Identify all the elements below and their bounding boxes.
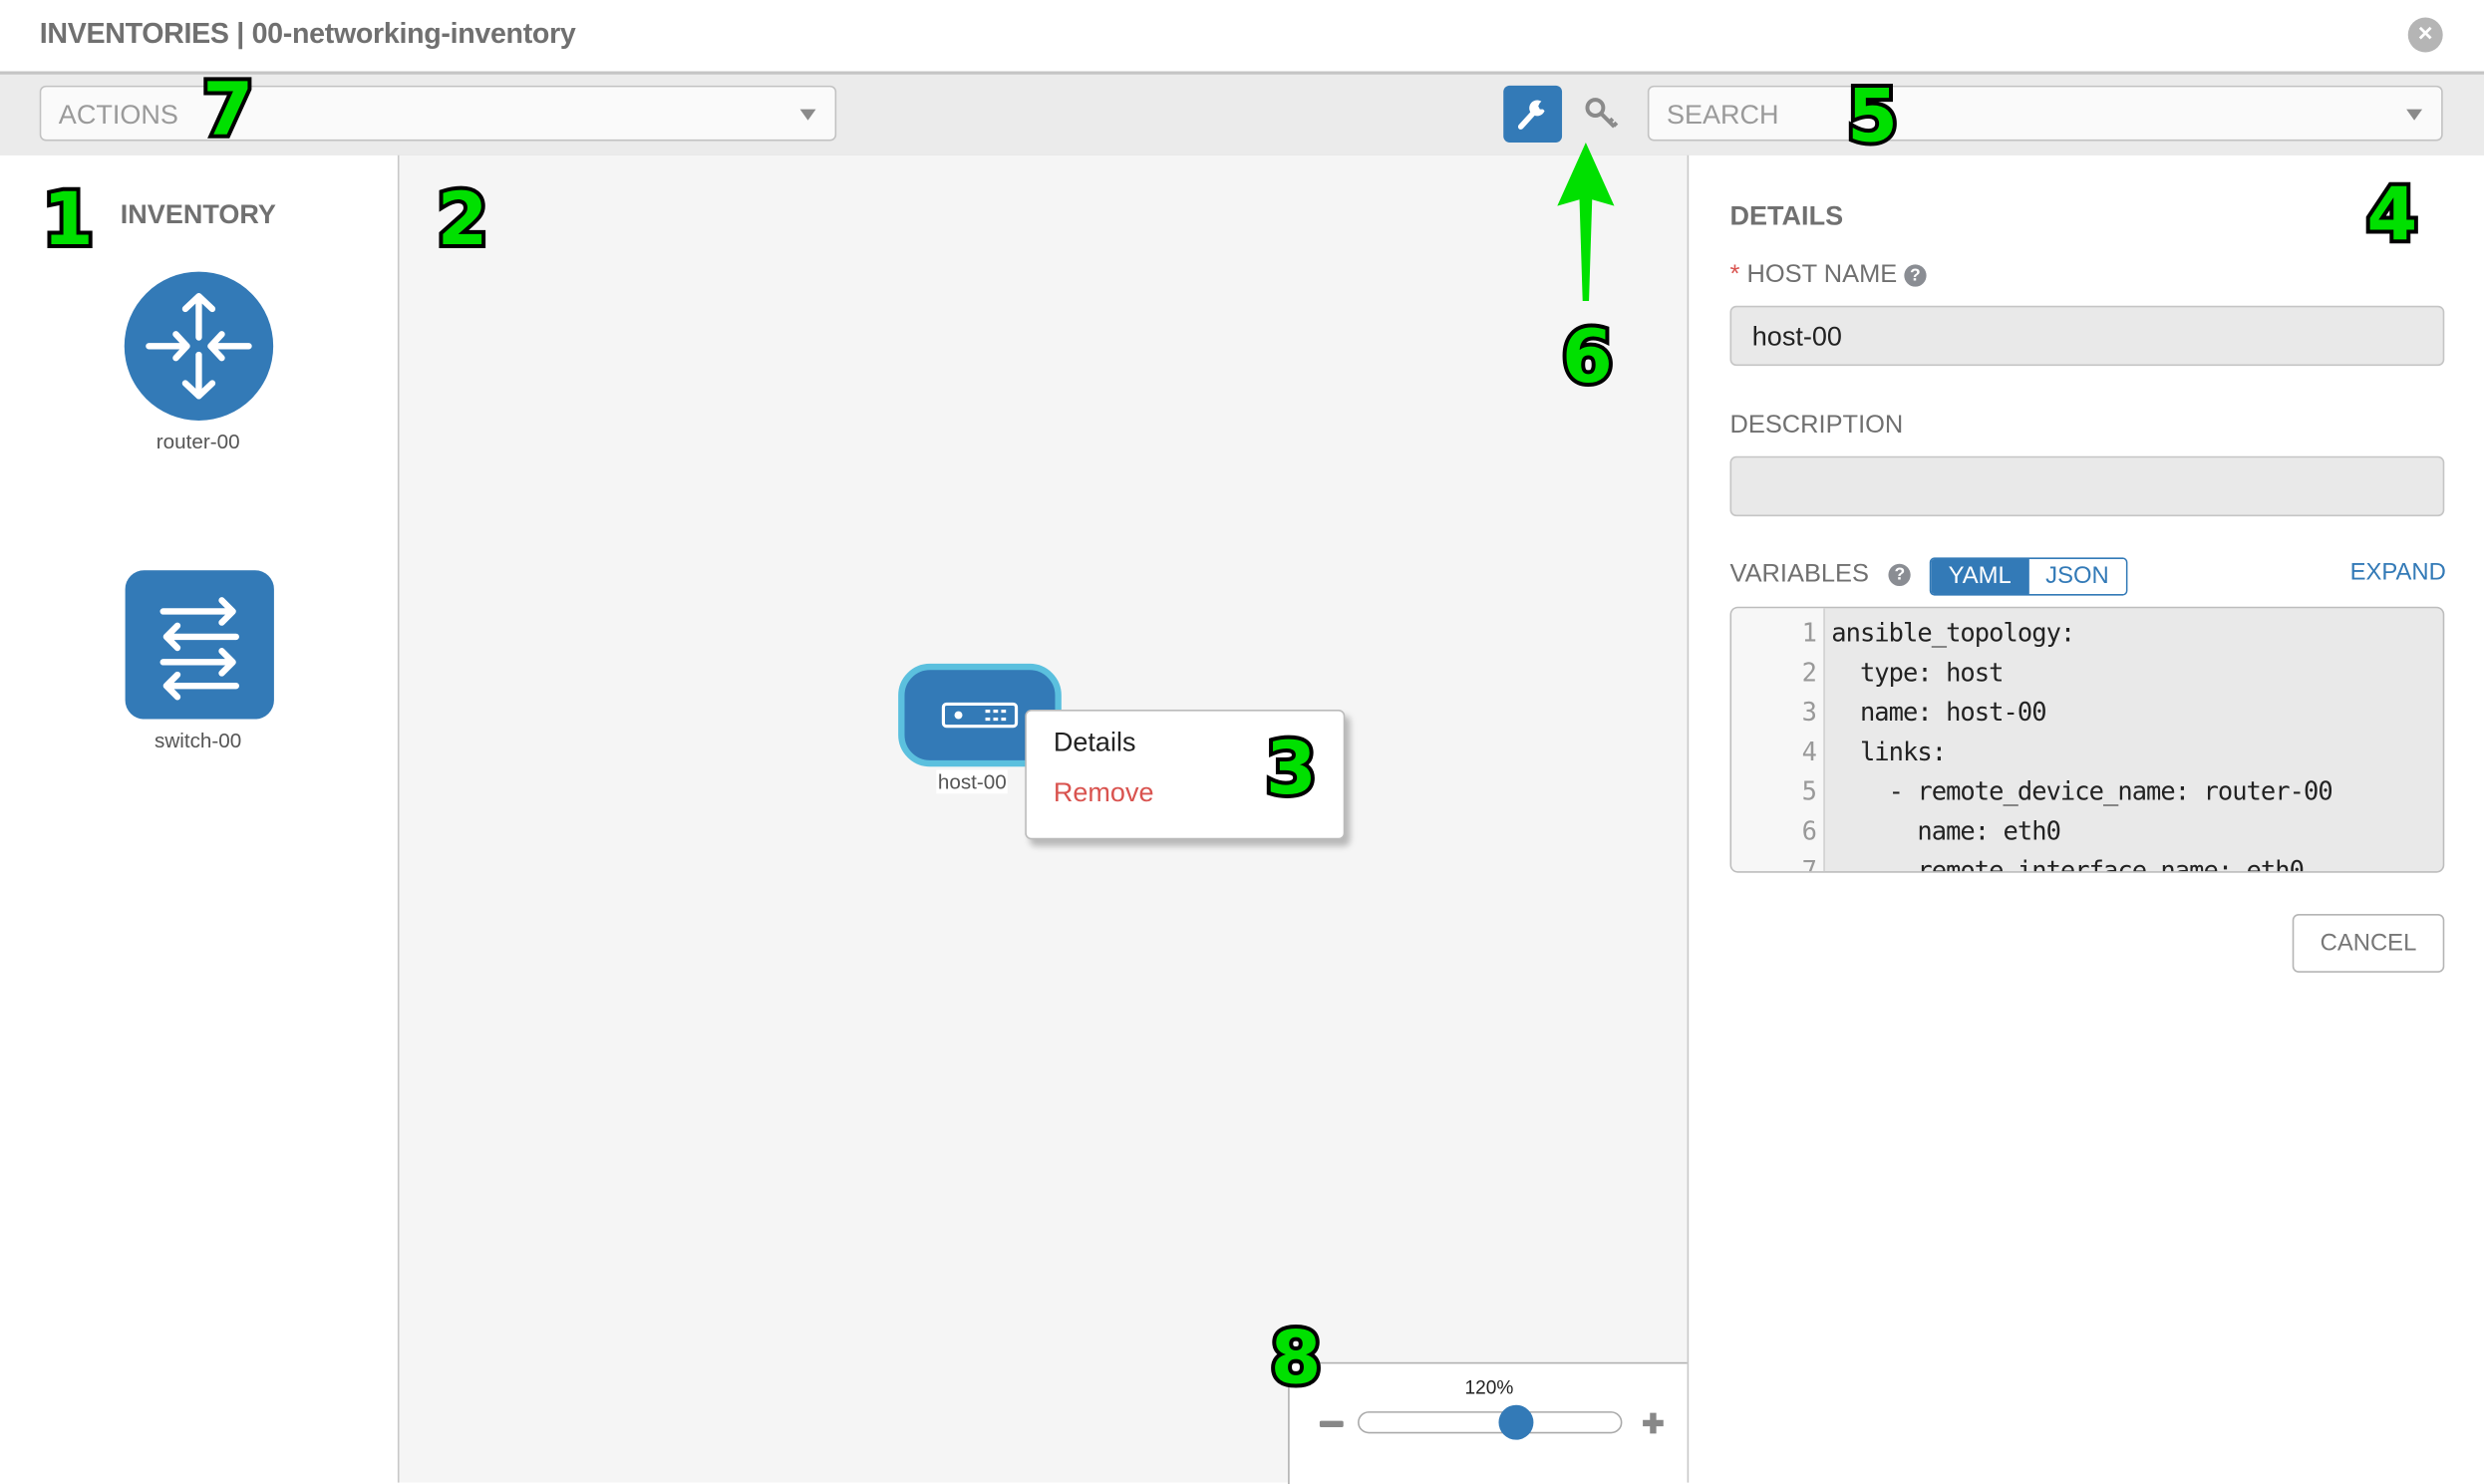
context-menu: Details Remove [1025,710,1346,840]
host-icon [941,702,1019,729]
topology-canvas[interactable]: host-00 Details Remove 120% [399,154,1690,1484]
details-title: DETAILS [1729,200,1844,232]
annotation-3: 3 [1262,725,1321,811]
code-line: name: host-00 [1831,697,2047,728]
variables-label-text: VARIABLES [1729,560,1869,588]
inventory-title: INVENTORY [120,199,276,230]
line-number: 2 [1801,657,1817,688]
key-mode-button[interactable] [1581,94,1622,135]
host-name-value: host-00 [1751,321,1842,352]
zoom-control: 120% [1288,1361,1690,1484]
line-number: 1 [1801,617,1817,649]
zoom-out-icon[interactable] [1319,1420,1344,1427]
title-bar: INVENTORIES | 00-networking-inventory × [0,0,2484,72]
help-icon[interactable]: ? [1904,264,1927,287]
code-line: type: host [1831,657,2005,688]
details-panel: DETAILS * HOST NAME ? host-00 DESCRIPTIO… [1687,154,2484,1483]
annotation-7: 7 [198,66,257,152]
search-dropdown[interactable]: SEARCH [1647,85,2443,142]
zoom-slider[interactable] [1358,1411,1623,1434]
format-toggle: YAML JSON [1929,557,2128,596]
zoom-value: 120% [1464,1376,1514,1399]
router-icon [124,271,274,421]
line-number: 4 [1801,737,1817,767]
annotation-8: 8 [1267,1315,1326,1400]
host-name-label-text: HOST NAME [1746,261,1898,289]
switch-icon [125,570,274,720]
annotation-arrow-icon [1557,143,1615,301]
zoom-in-icon[interactable] [1642,1411,1666,1435]
code-line: name: eth0 [1831,815,2061,846]
line-number: 6 [1801,815,1817,846]
palette-item-switch[interactable] [125,570,274,727]
line-number: 3 [1801,697,1817,728]
inventory-sidebar: INVENTORY router-00 [0,154,400,1483]
variables-label: VARIABLES ? [1730,561,1912,590]
description-input[interactable] [1729,455,2445,517]
line-number: 7 [1801,855,1817,873]
chevron-down-icon [799,109,816,121]
wrench-icon [1517,100,1545,130]
code-line: links: [1831,737,1947,767]
variables-editor[interactable]: 1 2 3 4 5 6 7 ansible_topology: type: host nam… [1729,606,2445,873]
required-mark: * [1729,261,1740,289]
host-name-label: * HOST NAME ? [1730,261,1927,290]
key-icon [1585,98,1619,129]
help-icon[interactable]: ? [1888,563,1912,587]
description-label: DESCRIPTION [1729,412,1904,440]
chevron-down-icon [2406,109,2423,121]
code-line: - remote_device_name: router-00 [1831,775,2333,806]
actions-placeholder: ACTIONS [58,100,178,131]
expand-link[interactable]: EXPAND [2349,559,2446,587]
toolbar: ACTIONS SEARCH [0,71,2484,158]
yaml-toggle[interactable]: YAML [1931,559,2029,594]
palette-item-router[interactable] [124,271,274,430]
line-number: 5 [1801,775,1817,806]
page-title: INVENTORIES | 00-networking-inventory [39,17,576,50]
context-menu-details[interactable]: Details [1053,727,1136,757]
router-label: router-00 [155,429,240,453]
json-toggle[interactable]: JSON [2028,559,2126,594]
annotation-6: 6 [1558,313,1617,400]
zoom-slider-handle[interactable] [1498,1404,1534,1440]
actions-dropdown[interactable]: ACTIONS [39,85,837,142]
switch-label: switch-00 [155,729,242,752]
annotation-1: 1 [39,175,98,262]
search-placeholder: SEARCH [1666,100,1779,131]
code-line: ansible_topology: [1831,617,2075,649]
context-menu-remove[interactable]: Remove [1053,777,1154,808]
annotation-5: 5 [1843,73,1902,158]
close-icon[interactable]: × [2407,17,2443,53]
code-line: remote_interface_name: eth0 [1831,855,2305,873]
annotation-2: 2 [434,175,492,262]
line-number-gutter: 1 2 3 4 5 6 7 [1731,608,1825,871]
annotation-4: 4 [2362,170,2421,257]
host-node-label: host-00 [936,769,1009,794]
host-name-input[interactable]: host-00 [1729,305,2445,367]
wrench-mode-button[interactable] [1503,85,1563,144]
cancel-button[interactable]: CANCEL [2292,914,2445,973]
